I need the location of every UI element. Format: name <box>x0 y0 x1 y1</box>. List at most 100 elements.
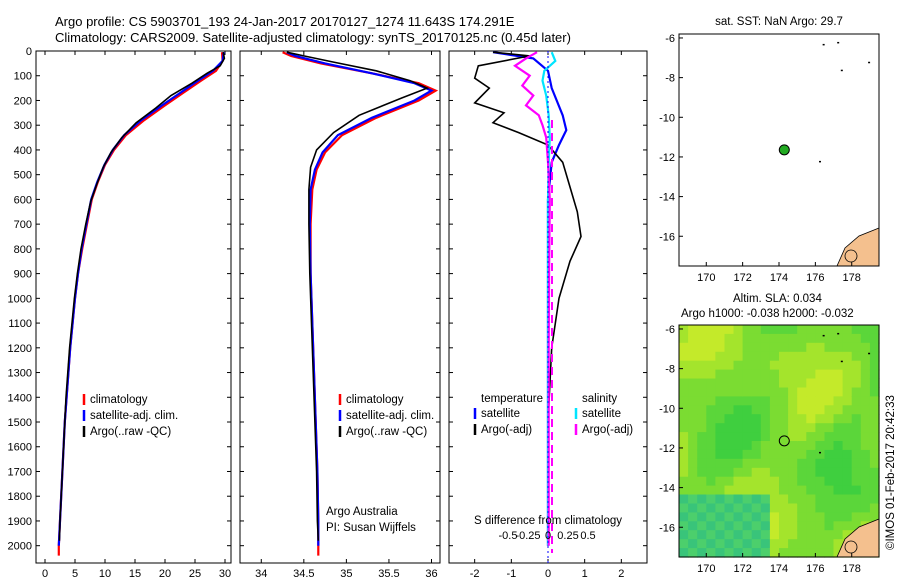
sla-cell <box>860 449 871 460</box>
sla-cell <box>842 521 853 531</box>
sla-cell <box>788 485 798 496</box>
sla-map-island-dot <box>868 352 871 355</box>
sla-cell <box>715 458 726 469</box>
sla-cell <box>706 396 716 406</box>
sla-cell <box>706 414 716 424</box>
sla-cell <box>824 333 835 344</box>
sla-cell <box>706 369 716 380</box>
sla-cell <box>706 458 716 469</box>
sla-cell <box>860 378 871 388</box>
sla-cell <box>806 414 816 424</box>
sla-cell <box>869 342 880 353</box>
sla-cell <box>751 539 762 549</box>
sla-map-ytick-label: -8 <box>665 364 675 376</box>
sla-cell <box>797 458 807 469</box>
sla-cell <box>833 396 844 406</box>
sla-cell <box>769 432 780 442</box>
argo-australia-note: Argo Australia <box>326 506 398 518</box>
sla-cell <box>697 432 707 442</box>
sdiff-tick-label: 0.5 <box>580 530 595 542</box>
sla-cell <box>733 387 744 397</box>
sla-cell <box>760 360 771 371</box>
sla-cell <box>851 512 862 522</box>
sla-cell <box>833 458 844 469</box>
sla-cell <box>751 378 762 388</box>
sla-cell <box>824 494 835 504</box>
sla-cell <box>788 333 798 344</box>
sla-cell <box>724 378 735 388</box>
sla-cell <box>688 503 698 513</box>
sla-cell <box>715 548 726 558</box>
sla-cell <box>833 521 844 531</box>
sst-map-argo-point <box>778 144 790 156</box>
temperature-frame <box>35 50 232 564</box>
sla-cell <box>751 503 762 513</box>
sla-cell <box>869 441 880 451</box>
sla-cell <box>724 467 735 478</box>
sla-cell <box>697 503 707 513</box>
sla-cell <box>715 521 726 531</box>
sla-cell <box>788 369 798 380</box>
difference-series-1 <box>473 51 582 546</box>
sla-cell <box>697 414 707 424</box>
salinity-xtick-label: 34.5 <box>293 568 314 580</box>
sla-cell <box>751 548 762 558</box>
sla-cell <box>688 494 698 504</box>
sla-cell <box>779 333 789 344</box>
sla-cell <box>751 351 762 362</box>
sla-cell <box>697 521 707 531</box>
sla-cell <box>769 378 780 388</box>
sla-cell <box>860 351 871 362</box>
sla-cell <box>851 485 862 496</box>
sla-cell <box>733 369 744 380</box>
sla-cell <box>742 512 753 522</box>
sla-cell <box>869 378 880 388</box>
sla-cell <box>869 467 880 478</box>
sla-cell <box>824 467 835 478</box>
sla-cell <box>851 351 862 362</box>
sla-cell <box>788 530 798 540</box>
sla-cell <box>733 539 744 549</box>
sla-cell <box>769 360 780 371</box>
sla-cell <box>779 503 789 513</box>
sst-map-ytick-label: -16 <box>659 231 675 243</box>
sla-cell <box>833 378 844 388</box>
sla-cell <box>742 387 753 397</box>
sla-cell <box>697 476 707 487</box>
sla-cell <box>724 512 735 522</box>
sla-cell <box>797 467 807 478</box>
sla-cell <box>751 494 762 504</box>
sla-cell <box>824 530 835 540</box>
sla-cell <box>760 432 771 442</box>
sla-cell <box>697 423 707 433</box>
sla-cell <box>851 360 862 371</box>
sla-cell <box>706 503 716 513</box>
sla-cell <box>806 467 816 478</box>
sla-cell <box>842 432 853 442</box>
sla-cell <box>779 396 789 406</box>
sla-cell <box>779 414 789 424</box>
sla-cell <box>788 387 798 397</box>
sla-map-island-icon <box>844 540 858 554</box>
sla-cell <box>679 396 689 406</box>
sst-map-ytick-label: -14 <box>659 192 675 204</box>
temp-legend-label: Argo(..raw -QC) <box>90 426 171 438</box>
sla-cell <box>769 530 780 540</box>
sla-cell <box>779 494 789 504</box>
sla-cell <box>869 351 880 362</box>
sla-cell <box>742 414 753 424</box>
depth-tick-label: 1000 <box>8 293 32 305</box>
sla-cell <box>715 539 726 549</box>
sla-cell <box>724 387 735 397</box>
sla-cell <box>824 396 835 406</box>
salinity-xtick-label: 35.5 <box>378 568 399 580</box>
sst-map-island-dot <box>837 41 840 44</box>
sla-cell <box>824 414 835 424</box>
salinity-xtick-label: 36 <box>425 568 437 580</box>
sla-cell <box>733 414 744 424</box>
sla-cell <box>679 467 689 478</box>
sla-cell <box>833 485 844 496</box>
sla-cell <box>715 351 726 362</box>
sla-cell <box>815 441 826 451</box>
